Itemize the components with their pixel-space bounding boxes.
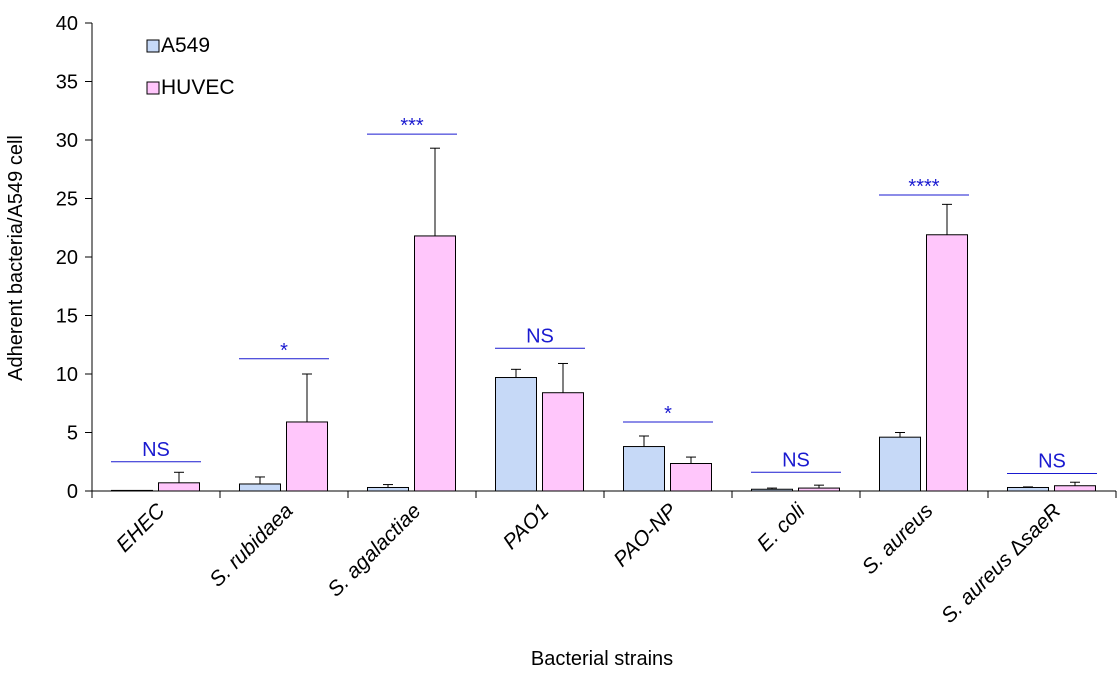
significance-label-7: NS: [1038, 450, 1066, 472]
y-tick-label: 20: [56, 247, 78, 269]
x-category-label-0: EHEC: [112, 499, 170, 557]
x-category-label-4: PAO-NP: [609, 499, 681, 571]
significance-label-5: NS: [782, 449, 810, 471]
legend: A549 HUVEC: [146, 34, 235, 99]
y-tick-label: 35: [56, 72, 78, 94]
y-tick-label: 10: [56, 364, 78, 386]
x-category-label-1: S. rubidaea: [205, 499, 297, 591]
bar-a549-4: [623, 446, 665, 492]
legend-label-a549: A549: [161, 34, 210, 57]
y-tick-label: 40: [56, 13, 78, 35]
y-tick-label: 0: [67, 481, 78, 503]
x-category-label-6: S. aureus: [858, 499, 938, 579]
significance-label-0: NS: [142, 439, 170, 461]
bar-huvec-2: [414, 235, 456, 492]
x-category-label-3: PAO1: [499, 499, 554, 554]
significance-group: NS****NS*NS****NS: [111, 115, 1097, 474]
x-tick-labels: EHEC S. rubidaea S. agalactiae PAO1 PAO-NP E.…: [112, 498, 1066, 627]
y-tick-label: 5: [67, 423, 78, 445]
bar-a549-7: [1007, 486, 1049, 492]
x-category-label-2: S. agalactiae: [323, 499, 425, 601]
significance-label-1: *: [280, 340, 288, 362]
bar-a549-6: [879, 436, 921, 492]
axes-group: 0 5 10 15 20 25 30 35 40: [56, 13, 1117, 503]
error-bars-group: [174, 147, 1080, 490]
significance-label-6: ****: [908, 176, 939, 198]
legend-swatch-a549: [146, 39, 160, 53]
bar-huvec-4: [670, 463, 712, 492]
bar-huvec-1: [286, 421, 328, 492]
legend-label-huvec: HUVEC: [161, 76, 235, 99]
bar-huvec-3: [542, 392, 584, 492]
x-axis-title: Bacterial strains: [531, 648, 673, 670]
legend-swatch-huvec: [146, 81, 160, 95]
significance-label-2: ***: [400, 115, 424, 137]
significance-label-3: NS: [526, 325, 554, 347]
bar-a549-1: [239, 483, 281, 492]
bar-huvec-7: [1054, 485, 1096, 492]
bars-group: [111, 234, 1096, 492]
y-tick-label: 30: [56, 130, 78, 152]
bar-huvec-6: [926, 234, 968, 492]
bar-huvec-0: [158, 482, 200, 492]
x-category-label-7: S. aureus ΔsaeR: [937, 499, 1066, 628]
bar-a549-2: [367, 486, 409, 492]
bar-a549-3: [495, 377, 537, 492]
y-tick-label: 15: [56, 306, 78, 328]
y-tick-label: 25: [56, 189, 78, 211]
x-category-label-5: E. coli: [753, 498, 811, 556]
y-axis-title: Adherent bacteria/A549 cell: [5, 135, 27, 381]
significance-label-4: *: [664, 403, 672, 425]
